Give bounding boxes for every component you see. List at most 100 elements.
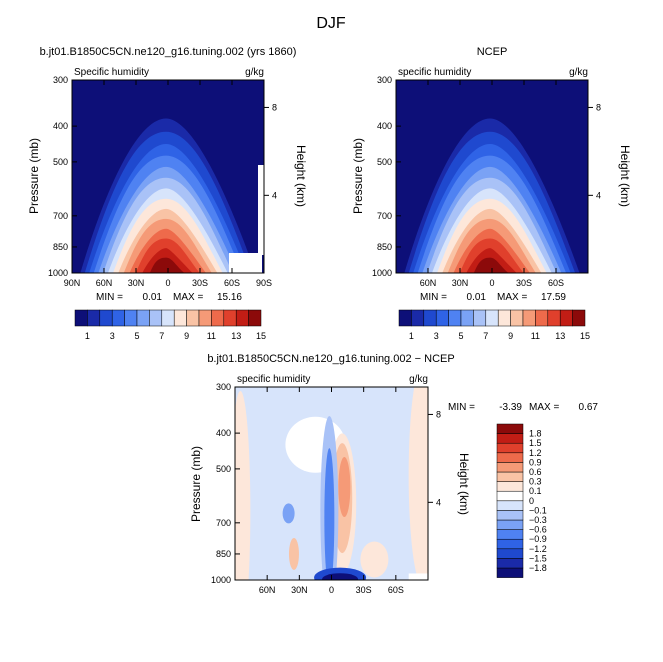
panel-model-axes: 90N 60N 30N 0 30S 60S 90S 300 400 500 700 850 1000 8 4 <box>48 75 277 288</box>
colorbar-label: 7 <box>159 331 164 341</box>
colorbar-swatch <box>559 309 573 327</box>
colorbar-swatch <box>136 309 150 327</box>
colorbar-label: 11 <box>207 331 216 341</box>
colorbar-swatch <box>497 309 511 327</box>
panel-model-min-label: MIN = <box>96 292 123 303</box>
colorbar-swatch <box>496 510 524 521</box>
x-tick-label: 60S <box>548 278 564 288</box>
colorbar-label: 11 <box>531 331 540 341</box>
colorbar-swatch <box>248 309 262 327</box>
panel-obs-contours <box>404 118 580 273</box>
colorbar-swatch <box>572 309 586 327</box>
negative-anomaly-column-core <box>324 448 335 580</box>
colorbar-swatch <box>99 309 113 327</box>
colorbar-label: −1.8 <box>529 563 547 573</box>
colorbar-label: 1.8 <box>529 429 542 439</box>
panel-diff-colorbar: 1.81.51.20.90.60.30.10−0.1−0.3−0.6−0.9−1… <box>496 423 547 578</box>
panel-obs-colorbar: 1 3 5 7 9 11 13 15 <box>398 309 590 341</box>
y2-tick-label: 8 <box>596 102 601 112</box>
colorbar-swatch <box>496 529 524 540</box>
colorbar-label: 15 <box>580 331 590 341</box>
panel-model-subtitle-right: g/kg <box>245 67 264 78</box>
panel-diff-title: b.jt01.B1850C5CN.ne120_g16.tuning.002 − … <box>207 353 454 365</box>
panel-diff-axes: 60N 30N 0 30S 60S 300 400 500 700 850 1000 8 4 <box>211 382 441 595</box>
colorbar-swatch <box>223 309 237 327</box>
colorbar-label: 1.5 <box>529 438 542 448</box>
colorbar-label: 0 <box>529 496 534 506</box>
colorbar-swatch <box>496 423 524 434</box>
x-tick-label: 60N <box>259 585 276 595</box>
panel-obs-subtitle-left: specific humidity <box>398 67 471 78</box>
negative-anomaly-surface-core <box>322 573 359 580</box>
panel-obs-max-value: 17.59 <box>541 292 566 303</box>
panel-diff-min-value: -3.39 <box>499 402 522 413</box>
colorbar-swatch <box>473 309 487 327</box>
colorbar-swatch <box>496 519 524 530</box>
panel-model: b.jt01.B1850C5CN.ne120_g16.tuning.002 (y… <box>27 46 308 341</box>
colorbar-label: 0.6 <box>529 467 542 477</box>
colorbar-swatch <box>186 309 200 327</box>
colorbar-swatch <box>235 309 249 327</box>
colorbar-label: −1.2 <box>529 544 547 554</box>
panel-diff-contours <box>235 387 428 580</box>
panel-diff-max-label: MAX = <box>529 402 559 413</box>
panel-diff-ylabel: Pressure (mb) <box>189 446 203 522</box>
colorbar-swatch <box>496 548 524 559</box>
colorbar-swatch <box>173 309 187 327</box>
colorbar-swatch <box>496 500 524 511</box>
x-tick-label: 0 <box>165 278 170 288</box>
panel-model-contours <box>80 118 256 273</box>
colorbar-swatch <box>398 309 412 327</box>
colorbar-swatch <box>496 490 524 502</box>
y2-tick-label: 4 <box>436 497 441 507</box>
colorbar-swatch <box>547 309 561 327</box>
contour-level-14 <box>149 257 185 273</box>
panel-diff-y2label: Height (km) <box>457 453 471 515</box>
colorbar-label: 0.9 <box>529 457 542 467</box>
figure-title: DJF <box>316 15 346 32</box>
colorbar-label: 13 <box>231 331 241 341</box>
y-tick-label: 1000 <box>48 268 68 278</box>
y-tick-label: 700 <box>377 211 392 221</box>
y-tick-label: 500 <box>377 157 392 167</box>
x-tick-label: 30S <box>192 278 208 288</box>
x-tick-label: 30N <box>128 278 145 288</box>
positive-anomaly-tropics-core <box>338 457 351 518</box>
x-tick-label: 60N <box>96 278 113 288</box>
panel-model-subtitle-left: Specific humidity <box>74 67 149 78</box>
y-tick-label: 300 <box>216 382 231 392</box>
y-tick-label: 850 <box>377 242 392 252</box>
colorbar-swatch <box>496 558 524 569</box>
x-tick-label: 90S <box>256 278 272 288</box>
panel-obs-subtitle-right: g/kg <box>569 67 588 78</box>
colorbar-swatch <box>496 433 524 444</box>
panel-obs: NCEP specific humidity g/kg 60N 30N 0 30S 60… <box>351 46 632 341</box>
y-tick-label: 300 <box>53 75 68 85</box>
colorbar-swatch <box>522 309 536 327</box>
colorbar-swatch <box>535 309 549 327</box>
contour-level-14 <box>473 257 509 273</box>
y2-tick-label: 4 <box>596 190 601 200</box>
panel-diff-subtitle-left: specific humidity <box>237 374 310 385</box>
colorbar-swatch <box>510 309 524 327</box>
colorbar-label: 1.2 <box>529 448 542 458</box>
y-tick-label: 1000 <box>372 268 392 278</box>
x-tick-label: 60S <box>224 278 240 288</box>
panel-diff-min-label: MIN = <box>448 402 475 413</box>
x-tick-label: 30N <box>452 278 469 288</box>
colorbar-swatch <box>496 567 524 578</box>
colorbar-label: −0.9 <box>529 534 547 544</box>
positive-anomaly-south <box>360 541 389 578</box>
colorbar-swatch <box>161 309 175 327</box>
y-tick-label: 700 <box>53 211 68 221</box>
x-tick-label: 60S <box>388 585 404 595</box>
x-tick-label: 30S <box>516 278 532 288</box>
colorbar-swatch <box>198 309 212 327</box>
colorbar-swatch <box>411 309 425 327</box>
negative-anomaly-north <box>282 503 295 524</box>
y-tick-label: 400 <box>377 121 392 131</box>
panel-model-colorbar: 1 3 5 7 9 11 13 15 <box>74 309 266 341</box>
y-tick-label: 700 <box>216 518 231 528</box>
y-tick-label: 500 <box>53 157 68 167</box>
y2-tick-label: 8 <box>436 409 441 419</box>
